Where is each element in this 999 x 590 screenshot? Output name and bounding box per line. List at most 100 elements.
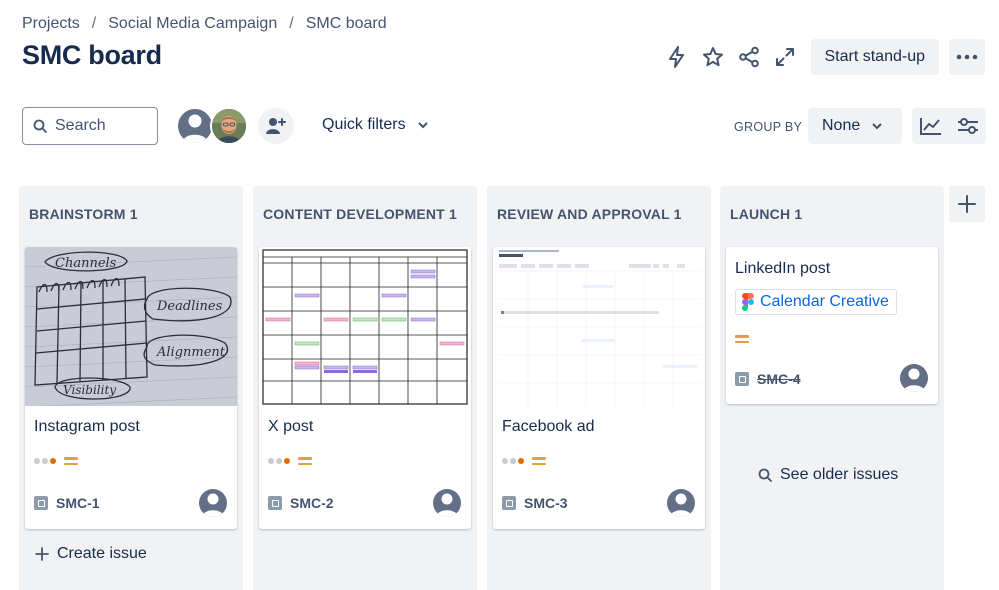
person-icon: [670, 493, 692, 517]
status-dots: [268, 458, 290, 464]
card-meta: [34, 457, 78, 465]
card-title: X post: [268, 418, 314, 435]
more-actions-button[interactable]: [949, 39, 985, 75]
card-cover-image: [259, 247, 471, 406]
priority-medium-icon: [298, 457, 312, 465]
people-filter: [176, 107, 248, 145]
assignee-avatar[interactable]: [199, 489, 227, 517]
linked-item-label: Calendar Creative: [760, 293, 889, 310]
column-title: LAUNCH 1: [730, 206, 803, 222]
priority-medium-icon: [735, 335, 749, 343]
search-input[interactable]: [55, 117, 145, 135]
create-issue-button[interactable]: Create issue: [35, 545, 147, 563]
issue-key[interactable]: SMC-1: [56, 495, 100, 511]
add-people-button[interactable]: [258, 108, 294, 144]
breadcrumb-project[interactable]: Social Media Campaign: [108, 15, 278, 32]
breadcrumb-board[interactable]: SMC board: [305, 15, 387, 32]
svg-text:Visibility: Visibility: [63, 383, 116, 397]
card-meta: [502, 457, 546, 465]
card-title: LinkedIn post: [735, 260, 831, 277]
calendar-grid-cover: [259, 247, 471, 406]
figma-icon: [742, 293, 754, 311]
svg-text:Deadlines: Deadlines: [156, 299, 223, 314]
more-icon: [956, 54, 978, 60]
column-title: REVIEW AND APPROVAL 1: [497, 206, 682, 222]
linked-design-chip[interactable]: Calendar Creative: [735, 289, 897, 315]
calendar-screenshot-cover: [493, 247, 705, 406]
quick-filters-label: Quick filters: [322, 116, 406, 133]
breadcrumb-separator: /: [289, 15, 294, 32]
assignee-avatar[interactable]: [433, 489, 461, 517]
column-title: CONTENT DEVELOPMENT 1: [263, 206, 457, 222]
search-field[interactable]: [22, 107, 158, 145]
lightning-icon: [668, 46, 684, 68]
group-by-value: None: [822, 117, 861, 134]
insights-icon: [920, 118, 941, 135]
add-person-icon: [266, 118, 286, 134]
person-icon: [182, 114, 208, 143]
priority-medium-icon: [532, 457, 546, 465]
expand-icon: [775, 48, 794, 66]
insights-button[interactable]: [912, 108, 950, 144]
add-column-button[interactable]: [949, 186, 985, 222]
view-settings-button[interactable]: [950, 108, 986, 144]
card-title: Instagram post: [34, 418, 140, 435]
person-icon: [202, 493, 224, 517]
column-title: BRAINSTORM 1: [29, 206, 138, 222]
settings-icon: [958, 118, 978, 134]
person-icon: [903, 368, 925, 392]
svg-text:Alignment: Alignment: [156, 345, 226, 360]
status-dots: [502, 458, 524, 464]
issue-key[interactable]: SMC-2: [290, 495, 334, 511]
task-icon: [735, 372, 749, 386]
create-issue-label: Create issue: [57, 545, 147, 562]
fullscreen-button[interactable]: [767, 39, 803, 75]
share-button[interactable]: [731, 39, 767, 75]
card-cover-image: [493, 247, 705, 406]
user-photo: [212, 109, 246, 143]
page-title: SMC board: [22, 40, 162, 70]
assignee-avatar[interactable]: [900, 364, 928, 392]
breadcrumb-projects[interactable]: Projects: [22, 15, 80, 32]
card-title: Facebook ad: [502, 418, 595, 435]
priority-medium-icon: [64, 457, 78, 465]
avatar-unassigned[interactable]: [176, 107, 214, 145]
automation-button[interactable]: [659, 39, 695, 75]
column-review-approval: REVIEW AND APPROVAL 1: [487, 186, 711, 590]
column-brainstorm: BRAINSTORM 1: [19, 186, 243, 590]
issue-card[interactable]: X post SMC-2: [259, 247, 471, 529]
header-actions: Start stand-up: [659, 39, 985, 75]
search-icon: [758, 468, 772, 482]
issue-card[interactable]: Facebook ad SMC-3: [493, 247, 705, 529]
group-by-select[interactable]: None: [808, 108, 902, 144]
issue-key[interactable]: SMC-4: [757, 371, 801, 387]
column-launch: LAUNCH 1 LinkedIn post Calendar Creative…: [720, 186, 944, 590]
card-cover-image: Channels Deadlines Alignment Visibility: [25, 247, 237, 406]
card-meta: [268, 457, 312, 465]
card-key: SMC-1: [34, 495, 100, 511]
assignee-avatar[interactable]: [667, 489, 695, 517]
avatar-user[interactable]: [210, 107, 248, 145]
breadcrumb-separator: /: [91, 15, 97, 32]
task-icon: [268, 496, 282, 510]
see-older-issues-button[interactable]: See older issues: [758, 466, 898, 484]
search-icon: [33, 119, 47, 133]
plus-icon: [958, 195, 976, 213]
status-dots: [34, 458, 56, 464]
card-key: SMC-3: [502, 495, 568, 511]
column-content-development: CONTENT DEVELOPMENT 1: [253, 186, 477, 590]
quick-filters-dropdown[interactable]: Quick filters: [322, 116, 428, 134]
card-key: SMC-4: [735, 371, 801, 387]
svg-text:Channels: Channels: [55, 256, 117, 271]
card-key: SMC-2: [268, 495, 334, 511]
chevron-down-icon: [872, 122, 882, 129]
breadcrumb: Projects / Social Media Campaign / SMC b…: [22, 15, 387, 33]
star-button[interactable]: [695, 39, 731, 75]
issue-key[interactable]: SMC-3: [524, 495, 568, 511]
issue-card[interactable]: Channels Deadlines Alignment Visibility …: [25, 247, 237, 529]
see-older-label: See older issues: [780, 466, 899, 483]
start-standup-button[interactable]: Start stand-up: [810, 39, 939, 75]
star-icon: [702, 47, 723, 67]
share-icon: [738, 46, 759, 68]
issue-card[interactable]: LinkedIn post Calendar Creative SMC-4: [726, 247, 938, 404]
